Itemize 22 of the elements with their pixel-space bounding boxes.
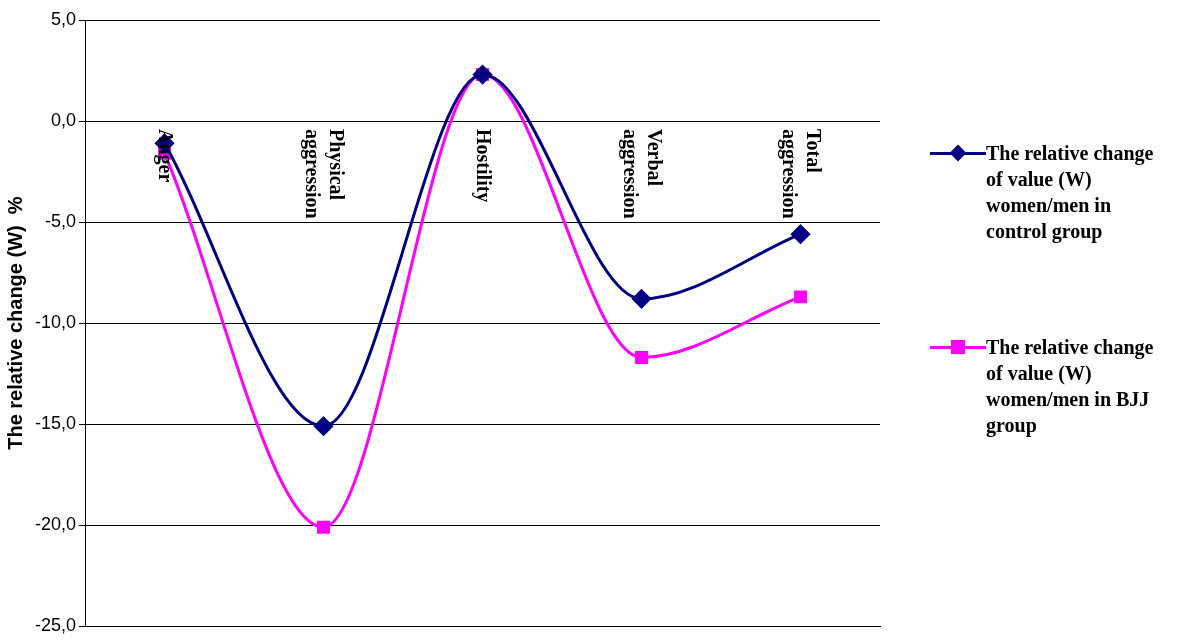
y-tick-label: -20,0 [35,514,77,535]
point [635,351,648,364]
x-tick-label: Verbal aggression [619,129,667,219]
point [317,520,330,534]
y-tick-label: -25,0 [35,615,77,636]
point [473,65,493,85]
y-tick-label: 0,0 [51,110,77,130]
legend-label: The relative change of value (W) women/men in BJJ group [986,335,1155,438]
point [632,289,652,309]
point [791,224,810,244]
legend-label: The relative change of value (W) women/men in control group [986,141,1155,244]
x-tick-label: Anger [154,129,178,183]
point [794,290,807,304]
y-tick-label: -10,0 [35,312,77,333]
y-tick-label: -15,0 [35,413,77,434]
y-tick-label: 5,0 [51,8,77,29]
x-tick-label: Physical aggression [301,129,349,219]
point [314,416,334,436]
x-tick-label: Total aggression [778,129,826,219]
y-tick-label: -5,0 [45,211,77,232]
x-tick-label: Hostility [472,129,496,203]
y-axis-title: The relative change (W) % [3,196,26,450]
